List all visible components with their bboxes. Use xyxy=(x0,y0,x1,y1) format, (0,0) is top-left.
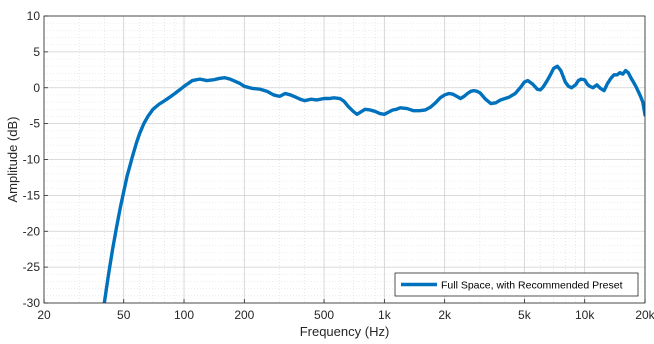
x-tick-labels: 20 50 100 200 500 1k 2k 5k 10k 20k xyxy=(37,308,654,322)
legend: Full Space, with Recommended Preset xyxy=(394,272,639,297)
x-axis-label: Frequency (Hz) xyxy=(300,324,390,339)
y-tick-label: 0 xyxy=(33,81,40,95)
y-tick-label: -15 xyxy=(23,188,41,202)
y-tick-labels: 10 5 0 -5 -10 -15 -20 -25 -30 xyxy=(23,9,41,310)
legend-label: Full Space, with Recommended Preset xyxy=(441,280,623,292)
x-tick-label: 500 xyxy=(314,308,334,322)
x-tick-label: 10k xyxy=(575,308,595,322)
y-tick-label: -5 xyxy=(29,117,40,131)
x-tick-label: 50 xyxy=(117,308,131,322)
series-line xyxy=(102,64,645,303)
y-tick-label: -20 xyxy=(23,224,41,238)
x-tick-label: 2k xyxy=(438,308,452,322)
x-tick-label: 1k xyxy=(378,308,392,322)
x-tick-label: 20k xyxy=(635,308,654,322)
x-tick-label: 100 xyxy=(174,308,194,322)
x-tick-label: 20 xyxy=(37,308,51,322)
y-tick-label: 5 xyxy=(33,45,40,59)
legend-box xyxy=(394,272,639,297)
y-tick-label: 10 xyxy=(27,9,41,23)
y-tick-label: -30 xyxy=(23,296,41,310)
y-tick-label: -10 xyxy=(23,153,41,167)
minor-grid xyxy=(44,16,645,303)
y-tick-label: -25 xyxy=(23,260,41,274)
plot-frame xyxy=(43,15,646,304)
x-tick-label: 5k xyxy=(518,308,532,322)
x-tick-label: 200 xyxy=(234,308,254,322)
y-axis-label: Amplitude (dB) xyxy=(5,117,20,203)
